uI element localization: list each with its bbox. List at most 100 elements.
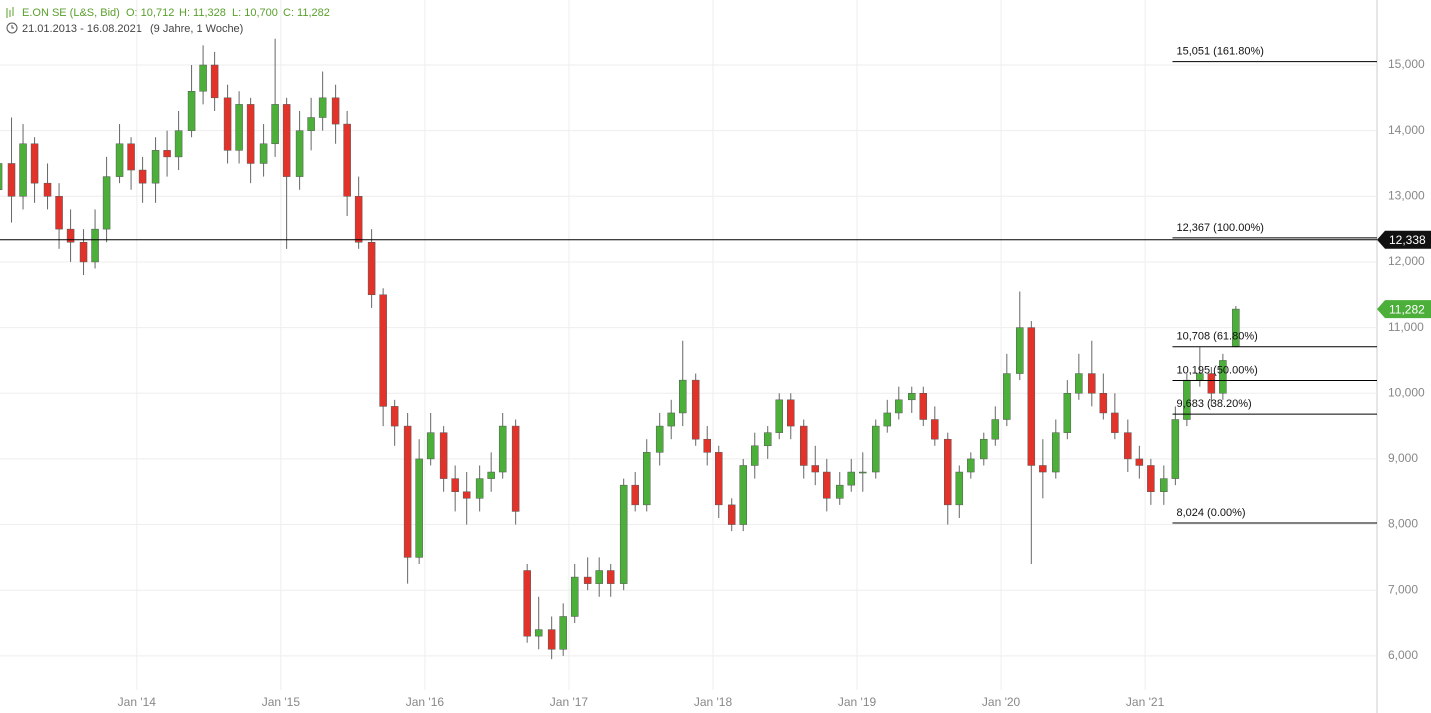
candle-body (631, 484, 639, 506)
candle-body (739, 465, 747, 525)
title: E.ON SE (L&S, Bid) (22, 7, 120, 19)
candle-body (282, 104, 291, 177)
candle-body (1088, 373, 1096, 394)
candle-body (102, 176, 111, 230)
candle-body (91, 228, 99, 263)
candle-body (79, 242, 88, 263)
candle-body (835, 484, 844, 499)
chart-icon (6, 7, 14, 18)
candle-body (415, 458, 423, 558)
candle-body (1003, 373, 1011, 420)
candle-body (487, 471, 495, 479)
y-tick-label: 9,000 (1388, 451, 1418, 465)
fib-label: 10,708 (61.80%) (1176, 331, 1257, 343)
x-tick-label: Jan '21 (1126, 695, 1165, 709)
candle-body (955, 471, 964, 506)
candle-body (7, 163, 16, 197)
y-tick-label: 11,000 (1388, 320, 1424, 334)
candle-body (127, 143, 135, 171)
candle-body (691, 379, 700, 440)
candle-body (379, 294, 387, 407)
candle-body (318, 97, 327, 118)
x-tick-label: Jan '16 (406, 695, 445, 709)
candle-body (1160, 478, 1168, 492)
candle-body (714, 452, 723, 506)
candle-body (271, 104, 279, 145)
candle-body (655, 425, 664, 453)
last-price-label: 11,282 (1389, 302, 1425, 316)
fib-label: 8,024 (0.00%) (1176, 507, 1245, 519)
candle-body (498, 425, 507, 473)
candle-body (55, 196, 63, 230)
candle-body (871, 425, 880, 473)
x-tick-label: Jan '17 (550, 695, 589, 709)
y-tick-label: 7,000 (1388, 582, 1418, 596)
candle-body (331, 97, 340, 125)
candle-body (367, 242, 376, 296)
clock-hand (11, 25, 14, 29)
candle-body (138, 169, 147, 184)
candle-body (619, 484, 628, 584)
candle-body (43, 182, 52, 197)
y-tick-label: 6,000 (1388, 648, 1418, 662)
candle-body (187, 91, 196, 131)
candle-body (1039, 465, 1047, 473)
candle-body (523, 570, 531, 637)
candle-body (1147, 465, 1155, 492)
x-tick-label: Jan '18 (694, 695, 733, 709)
candle-body (534, 629, 543, 637)
candle-body (343, 123, 351, 197)
candle-body (559, 616, 567, 650)
candle-body (895, 399, 903, 414)
fib-label: 10,195 (50.00%) (1176, 364, 1257, 376)
candle-body (908, 393, 916, 401)
candle-body (390, 406, 399, 427)
candle-body (259, 143, 268, 164)
candle-body (223, 97, 232, 151)
candle-body (595, 570, 603, 584)
candle-body (1111, 412, 1119, 433)
x-tick-label: Jan '20 (982, 695, 1021, 709)
candle-body (475, 478, 484, 499)
candle-body (1016, 327, 1024, 374)
candle-body (799, 425, 808, 466)
candle-body (462, 491, 471, 499)
date-range: 21.01.2013 - 16.08.2021 (22, 23, 142, 35)
y-tick-label: 12,000 (1388, 254, 1425, 268)
clock-icon (6, 22, 18, 34)
y-tick-label: 14,000 (1388, 123, 1425, 137)
x-tick-label: Jan '14 (118, 695, 157, 709)
fib-label: 12,367 (100.00%) (1176, 222, 1263, 234)
candle-body (811, 465, 820, 473)
candle-body (859, 471, 867, 474)
candle-body (307, 117, 315, 131)
candle-body (439, 432, 448, 479)
candle-body (199, 64, 207, 92)
candle-body (1027, 327, 1036, 466)
candle-body (1075, 373, 1083, 394)
candle-body (151, 150, 160, 184)
candle-body (246, 104, 255, 164)
candle-body (115, 143, 124, 177)
x-tick-label: Jan '19 (838, 695, 877, 709)
candle-body (570, 576, 579, 617)
candle-body (991, 419, 1000, 440)
close-label: C: 11,282 (283, 7, 330, 19)
candle-body (678, 379, 687, 414)
candle-body (235, 104, 243, 151)
candle-body (787, 399, 795, 427)
candle-body (1099, 393, 1108, 414)
candle-body (511, 425, 520, 512)
price-tag-label: 12,338 (1389, 233, 1426, 247)
candle-body (210, 64, 219, 99)
candle-body (1135, 458, 1144, 466)
candle-body (583, 576, 592, 584)
candle-body (451, 478, 459, 492)
header: E.ON SE (L&S, Bid) O: 10,712 H: 11,328 L… (6, 7, 330, 35)
open-label: O: 10,712 (126, 7, 174, 19)
candle-body (703, 438, 711, 453)
candle-body (606, 570, 615, 584)
x-tick-label: Jan '15 (262, 695, 301, 709)
candle-body (426, 432, 435, 460)
